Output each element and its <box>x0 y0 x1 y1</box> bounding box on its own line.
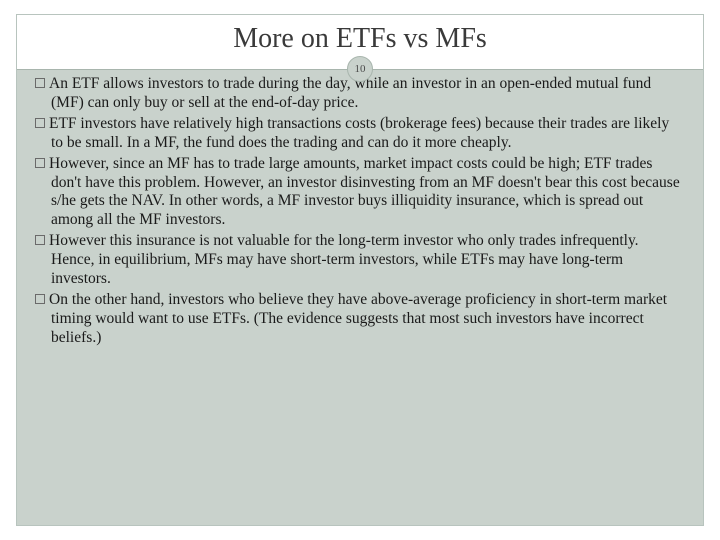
bullet-text: However, since an MF has to trade large … <box>49 155 680 229</box>
bullet-square-icon <box>35 118 45 128</box>
bullet-item: However, since an MF has to trade large … <box>35 155 685 231</box>
bullet-text: On the other hand, investors who believe… <box>49 291 667 346</box>
bullet-square-icon <box>35 158 45 168</box>
slide: More on ETFs vs MFs 10 An ETF allows inv… <box>0 0 720 540</box>
bullet-item: ETF investors have relatively high trans… <box>35 115 685 153</box>
bullet-item: On the other hand, investors who believe… <box>35 291 685 348</box>
content-area: An ETF allows investors to trade during … <box>17 69 703 360</box>
slide-title: More on ETFs vs MFs <box>17 23 703 55</box>
bullet-text: An ETF allows investors to trade during … <box>49 75 651 111</box>
slide-frame: More on ETFs vs MFs 10 An ETF allows inv… <box>16 14 704 526</box>
bullet-square-icon <box>35 294 45 304</box>
page-number-badge: 10 <box>347 56 373 82</box>
bullet-square-icon <box>35 78 45 88</box>
bullet-text: However this insurance is not valuable f… <box>49 232 639 287</box>
bullet-item: However this insurance is not valuable f… <box>35 232 685 289</box>
bullet-text: ETF investors have relatively high trans… <box>49 115 669 151</box>
bullet-square-icon <box>35 235 45 245</box>
